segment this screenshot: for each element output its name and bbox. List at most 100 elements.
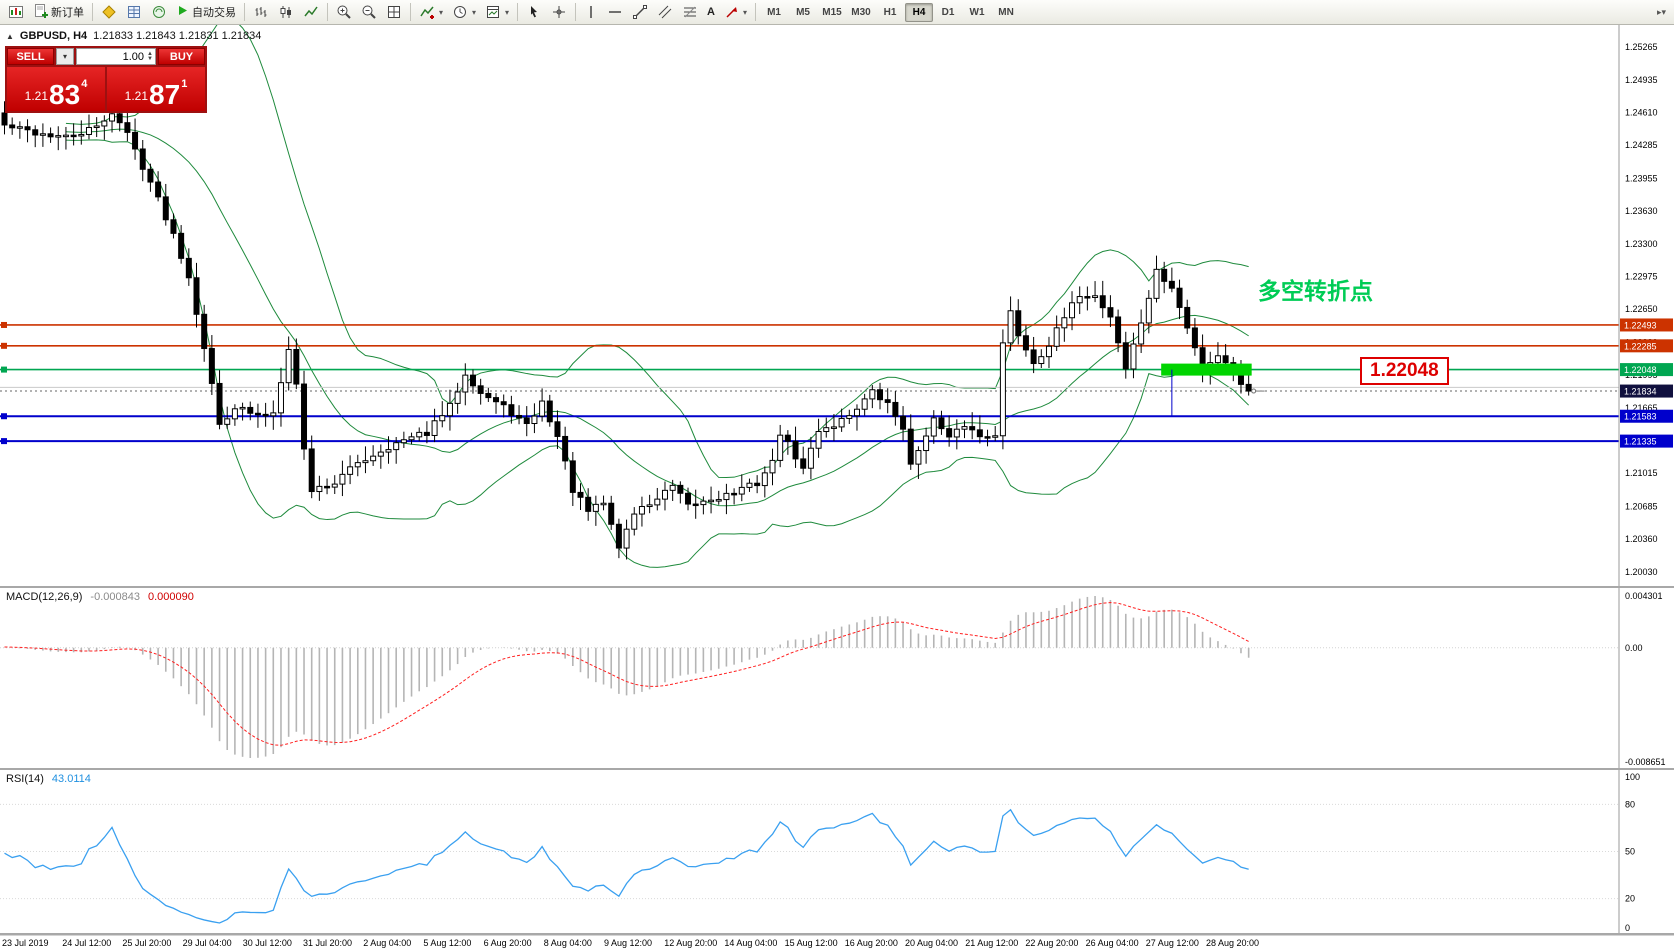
time-axis-label: 25 Jul 20:00 bbox=[122, 938, 171, 948]
autotrading-button[interactable]: 自动交易 bbox=[172, 2, 240, 23]
market-watch-icon[interactable] bbox=[122, 1, 146, 24]
hline-handle-1.22493[interactable] bbox=[1, 321, 7, 328]
new-order-button[interactable]: 新订单 bbox=[29, 2, 88, 23]
chart-ohlc-header: ▲ GBPUSD, H4 1.21833 1.21843 1.21831 1.2… bbox=[6, 30, 261, 42]
volume-down-icon[interactable]: ▼ bbox=[147, 55, 153, 62]
timeframe-d1-button[interactable]: D1 bbox=[934, 3, 962, 22]
bar-chart-icon[interactable] bbox=[249, 1, 273, 24]
bull-bear-turning-point-annotation[interactable]: 多空转折点 bbox=[1258, 278, 1373, 304]
last-price-marker bbox=[1251, 388, 1257, 394]
equidistant-channel-icon[interactable] bbox=[653, 1, 677, 24]
templates-dropdown-icon[interactable]: ▾ bbox=[505, 7, 510, 17]
candlestick-chart-icon[interactable] bbox=[274, 1, 298, 24]
volume-up-icon[interactable]: ▲ bbox=[147, 50, 153, 57]
timeframe-m1-button[interactable]: M1 bbox=[760, 3, 788, 22]
candle-body bbox=[715, 499, 722, 502]
candle-body bbox=[523, 417, 530, 425]
candle-body bbox=[393, 442, 400, 451]
candle-body bbox=[669, 484, 676, 491]
zoom-in-icon[interactable] bbox=[332, 1, 356, 24]
bollinger-upper-band bbox=[65, 16, 1249, 479]
candle-body bbox=[439, 415, 446, 422]
fibonacci-icon[interactable] bbox=[678, 1, 702, 24]
timeframe-mn-button[interactable]: MN bbox=[992, 3, 1020, 22]
candle-body bbox=[454, 391, 461, 404]
periods-dropdown-icon[interactable]: ▾ bbox=[472, 7, 477, 17]
hline-handle-1.22048[interactable] bbox=[1, 366, 7, 373]
candle-body bbox=[592, 503, 599, 512]
periods-button[interactable]: ▾ bbox=[448, 2, 480, 23]
time-axis-label: 27 Aug 12:00 bbox=[1146, 938, 1199, 948]
candle-body bbox=[754, 482, 761, 487]
candle-body bbox=[830, 426, 837, 429]
crosshair-icon[interactable] bbox=[547, 1, 571, 24]
volume-input[interactable]: 1.00 ▲ ▼ bbox=[76, 48, 156, 65]
templates-button[interactable]: ▾ bbox=[481, 2, 513, 23]
indicators-dropdown-icon[interactable]: ▾ bbox=[439, 7, 444, 17]
candle-body bbox=[708, 499, 715, 503]
new-order-label: 新订单 bbox=[51, 7, 84, 19]
line-chart-icon[interactable] bbox=[299, 1, 323, 24]
vertical-line-icon[interactable] bbox=[580, 1, 602, 24]
candle-body bbox=[308, 448, 315, 493]
candle-body bbox=[1030, 349, 1037, 365]
timeframe-m15-button[interactable]: M15 bbox=[818, 3, 846, 22]
trendline-icon[interactable] bbox=[628, 1, 652, 24]
price-callout-label[interactable]: 1.22048 bbox=[1360, 357, 1449, 385]
sell-price-button[interactable]: 1.21 83 4 bbox=[7, 67, 105, 111]
time-axis-label: 12 Aug 20:00 bbox=[664, 938, 717, 948]
candle-body bbox=[1, 112, 8, 126]
timeframe-h1-button[interactable]: H1 bbox=[876, 3, 904, 22]
buy-price-button[interactable]: 1.21 87 1 bbox=[107, 67, 205, 111]
highlight-rectangle[interactable] bbox=[1161, 363, 1252, 376]
hline-handle-1.22285[interactable] bbox=[1, 342, 7, 349]
timeframe-m5-button[interactable]: M5 bbox=[789, 3, 817, 22]
chart-window-icon[interactable] bbox=[4, 1, 28, 24]
arrows-dropdown-icon[interactable]: ▾ bbox=[743, 7, 748, 17]
tile-windows-icon[interactable] bbox=[382, 1, 406, 24]
time-axis-label: 28 Aug 20:00 bbox=[1206, 938, 1259, 948]
hline-handle-1.21335[interactable] bbox=[1, 438, 7, 445]
timeframe-h4-button[interactable]: H4 bbox=[905, 2, 934, 22]
volume-dropdown-icon[interactable]: ▾ bbox=[56, 48, 75, 65]
price-axis-label: 1.20360 bbox=[1625, 534, 1658, 544]
buy-button[interactable]: BUY bbox=[158, 48, 205, 65]
timeframe-w1-button[interactable]: W1 bbox=[963, 3, 991, 22]
toolbar-overflow-icon[interactable]: ▸▾ bbox=[1656, 6, 1666, 17]
zoom-out-icon[interactable] bbox=[357, 1, 381, 24]
candle-body bbox=[9, 124, 16, 129]
candle-body bbox=[1069, 302, 1076, 319]
ohlc-values: 1.21833 1.21843 1.21831 1.21834 bbox=[93, 30, 262, 42]
rsi-value: 43.0114 bbox=[51, 773, 91, 785]
candle-body bbox=[608, 502, 615, 525]
candle-body bbox=[723, 492, 730, 501]
candle-body bbox=[93, 125, 100, 129]
candle-body bbox=[877, 389, 884, 401]
arrows-tool-button[interactable]: ▾ bbox=[720, 2, 751, 23]
time-axis-label: 16 Aug 20:00 bbox=[845, 938, 898, 948]
indicators-button[interactable]: ▾ bbox=[415, 2, 447, 23]
sell-price-pip: 4 bbox=[81, 78, 88, 90]
hline-handle-1.21583[interactable] bbox=[1, 413, 7, 420]
candle-body bbox=[446, 402, 453, 417]
candle-body bbox=[431, 420, 438, 436]
sell-button[interactable]: SELL bbox=[7, 48, 54, 65]
price-tag-1.22048: 1.22048 bbox=[1624, 365, 1657, 375]
candle-body bbox=[577, 491, 584, 498]
cursor-icon[interactable] bbox=[522, 1, 546, 24]
chart-background[interactable] bbox=[0, 25, 1674, 950]
data-window-icon[interactable] bbox=[147, 1, 171, 24]
candle-body bbox=[1045, 345, 1052, 358]
text-tool-icon[interactable]: A bbox=[707, 6, 715, 18]
candle-body bbox=[1176, 287, 1183, 308]
candle-body bbox=[569, 460, 576, 493]
candle-body bbox=[162, 196, 169, 221]
timeframe-m30-button[interactable]: M30 bbox=[847, 3, 875, 22]
collapse-trade-panel-icon[interactable]: ▲ bbox=[6, 31, 14, 41]
candle-body bbox=[208, 348, 215, 384]
profiles-icon[interactable] bbox=[97, 1, 121, 24]
candle-body bbox=[815, 431, 822, 449]
horizontal-line-icon[interactable] bbox=[603, 1, 627, 24]
price-axis-label: 1.25265 bbox=[1625, 42, 1658, 52]
